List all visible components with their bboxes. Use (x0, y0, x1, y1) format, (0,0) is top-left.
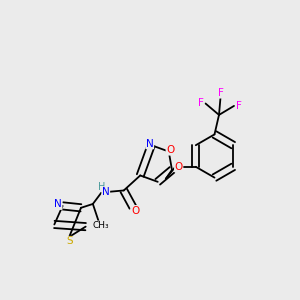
Text: O: O (166, 145, 174, 155)
Text: F: F (198, 98, 204, 109)
Text: F: F (236, 101, 242, 111)
Text: S: S (66, 236, 73, 246)
Text: F: F (218, 88, 224, 98)
Text: CH₃: CH₃ (92, 221, 109, 230)
Text: N: N (54, 200, 62, 209)
Text: N: N (146, 139, 154, 149)
Text: O: O (131, 206, 139, 216)
Text: O: O (175, 162, 183, 172)
Text: N: N (102, 187, 110, 197)
Text: H: H (98, 182, 106, 192)
